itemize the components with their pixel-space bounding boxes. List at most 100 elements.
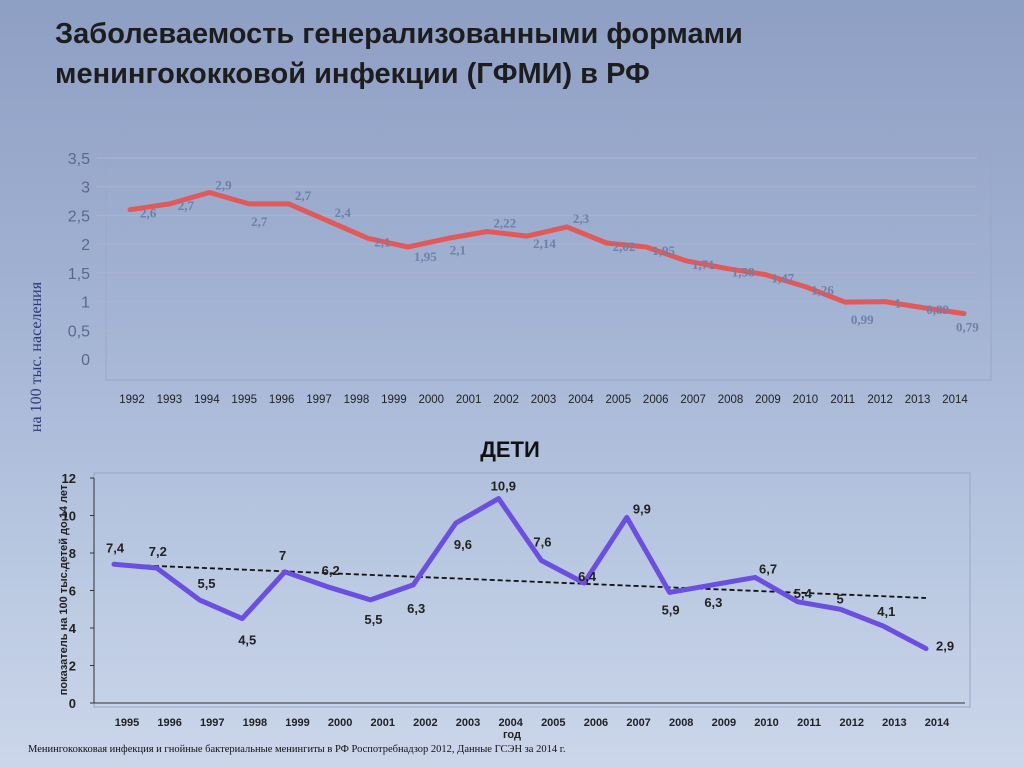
children-data-label: 7 — [279, 548, 286, 563]
children-data-label: 5,9 — [662, 602, 680, 617]
slide-title-line2: менингококковой инфекции (ГФМИ) в РФ — [55, 58, 650, 90]
top-data-label: 1,58 — [732, 264, 755, 279]
top-data-label: 2,3 — [573, 211, 590, 226]
children-x-tick-label: 2008 — [669, 717, 693, 729]
top-x-tick-label: 1995 — [231, 394, 257, 406]
children-data-label: 9,6 — [454, 537, 472, 552]
top-x-tick-label: 2000 — [418, 394, 444, 406]
top-x-tick-label: 2006 — [643, 394, 669, 406]
top-y-tick-label: 0 — [81, 352, 90, 369]
top-x-tick-label: 1998 — [344, 394, 370, 406]
children-series-line — [111, 496, 929, 652]
children-data-label: 7,4 — [106, 540, 125, 555]
top-x-tick-label: 1992 — [119, 394, 145, 406]
children-x-tick-label: 2013 — [882, 717, 906, 729]
top-x-tick-label: 2009 — [755, 394, 781, 406]
top-x-tick-label: 2010 — [793, 394, 819, 406]
children-data-label: 6,2 — [322, 563, 340, 578]
children-y-tick-label: 8 — [69, 546, 76, 561]
children-x-tick-label: 2014 — [925, 717, 950, 729]
children-chart-frame — [93, 472, 971, 708]
top-data-label: 0,99 — [851, 312, 874, 327]
children-x-tick-label: 2001 — [371, 717, 395, 729]
children-data-label: 4,5 — [238, 633, 256, 648]
children-data-label: 5,5 — [197, 576, 215, 591]
children-x-tick-label: 1996 — [157, 717, 181, 729]
children-x-axis-label: год — [503, 729, 521, 741]
top-data-label: 2,7 — [295, 188, 312, 203]
children-x-tick-label: 1997 — [200, 717, 224, 729]
top-y-tick-label: 3,5 — [68, 151, 90, 168]
children-data-label: 5 — [837, 591, 844, 606]
top-x-tick-label: 1993 — [157, 394, 183, 406]
top-y-tick-label: 2 — [81, 237, 90, 254]
children-data-label: 9,9 — [633, 501, 651, 516]
top-x-tick-label: 2003 — [531, 394, 557, 406]
children-data-label: 7,2 — [149, 544, 167, 559]
top-y-tick-label: 1 — [81, 295, 90, 312]
children-x-tick-label: 2003 — [456, 717, 480, 729]
children-data-label: 2,9 — [936, 639, 954, 654]
children-y-tick-label: 0 — [69, 696, 76, 711]
top-x-tick-label: 2005 — [606, 394, 632, 406]
children-x-tick-label: 1999 — [285, 717, 309, 729]
top-data-label: 1,26 — [811, 283, 834, 298]
children-x-tick-label: 2010 — [754, 717, 778, 729]
top-data-label: 0,79 — [956, 320, 979, 335]
top-data-label: 1,71 — [692, 257, 715, 272]
children-x-tick-label: 2000 — [328, 717, 352, 729]
source-footnote: Менингококковая инфекция и гнойные бакте… — [28, 744, 566, 755]
children-x-tick-label: 2011 — [797, 717, 821, 729]
slide-title-line1: Заболеваемость генерализованными формами — [55, 18, 743, 50]
children-y-axis-label: показатель на 100 тыс.детей до 14 лет — [58, 484, 70, 695]
top-data-label: 2,7 — [251, 214, 268, 229]
top-x-tick-label: 2001 — [456, 394, 482, 406]
children-x-tick-label: 2007 — [626, 717, 650, 729]
top-data-label: 1,47 — [771, 271, 794, 286]
children-y-tick-label: 10 — [62, 509, 76, 524]
children-data-label: 6,4 — [578, 569, 597, 584]
top-y-tick-label: 3 — [81, 180, 90, 197]
slide-title: Заболеваемость генерализованными формами… — [55, 14, 955, 94]
top-x-tick-label: 1996 — [269, 394, 295, 406]
top-x-tick-label: 2013 — [905, 394, 931, 406]
children-x-tick-label: 2004 — [498, 717, 523, 729]
top-x-tick-label: 2012 — [867, 394, 893, 406]
top-data-label: 1 — [895, 296, 902, 311]
top-data-label: 0,89 — [926, 302, 949, 317]
children-data-label: 7,6 — [533, 535, 551, 550]
children-x-tick-label: 2002 — [413, 717, 437, 729]
top-data-label: 1,95 — [652, 243, 675, 258]
top-data-label: 2,22 — [493, 216, 516, 231]
top-data-label: 2,02 — [613, 239, 636, 254]
top-x-tick-label: 2002 — [493, 394, 519, 406]
children-x-tick-label: 2005 — [541, 717, 565, 729]
children-data-label: 4,1 — [877, 604, 895, 619]
top-x-tick-label: 2004 — [568, 394, 594, 406]
top-data-label: 2,14 — [533, 236, 556, 251]
top-data-label: 2,9 — [215, 177, 232, 192]
children-y-tick-label: 2 — [69, 659, 76, 674]
children-x-tick-label: 2012 — [839, 717, 863, 729]
children-x-tick-label: 2006 — [584, 717, 608, 729]
top-data-label: 2,6 — [140, 206, 157, 221]
children-data-label: 6,3 — [407, 601, 425, 616]
children-chart-title: ДЕТИ — [480, 437, 540, 462]
top-data-label: 2,1 — [374, 234, 390, 249]
children-data-label: 6,3 — [704, 595, 722, 610]
children-data-label: 10,9 — [491, 479, 516, 494]
top-x-tick-label: 2008 — [718, 394, 744, 406]
children-x-tick-label: 1995 — [115, 717, 139, 729]
children-y-tick-label: 4 — [69, 621, 77, 636]
children-data-label: 5,5 — [364, 612, 382, 627]
top-x-tick-label: 2007 — [680, 394, 706, 406]
top-x-tick-label: 1997 — [306, 394, 332, 406]
top-y-tick-label: 2,5 — [68, 208, 90, 225]
children-data-label: 6,7 — [759, 561, 777, 576]
children-y-tick-label: 6 — [69, 584, 76, 599]
children-y-tick-label: 12 — [62, 471, 76, 486]
top-y-tick-label: 1,5 — [68, 266, 90, 283]
top-x-tick-label: 2011 — [830, 394, 855, 406]
